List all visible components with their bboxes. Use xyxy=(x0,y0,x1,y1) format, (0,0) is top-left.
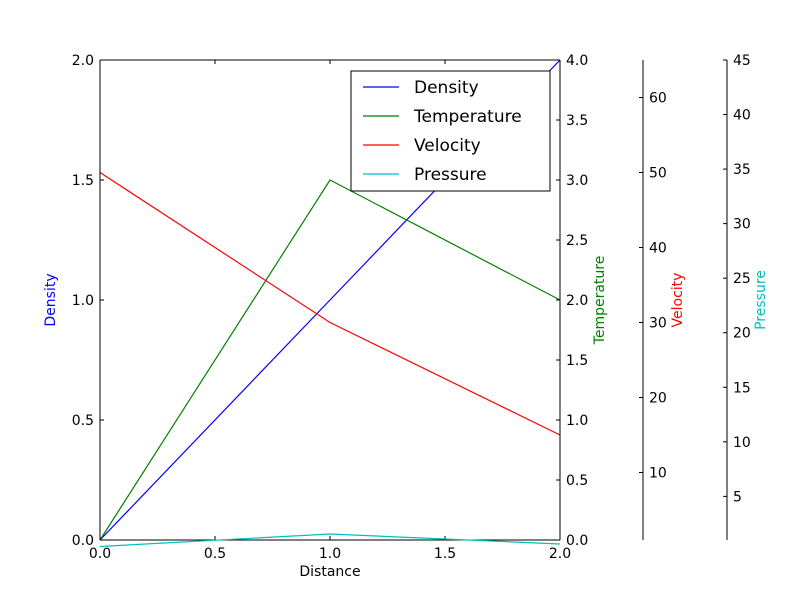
y-axis-label-density: Density xyxy=(43,273,59,326)
series-line-velocity xyxy=(99,171,561,436)
y-tick-label-temperature: 4.0 xyxy=(566,53,588,69)
y-tick-label-temperature: 0.0 xyxy=(566,533,588,549)
x-axis: 0.0 0.5 1.0 1.5 2.0 xyxy=(89,60,571,562)
y-axis-label-temperature: Temperature xyxy=(592,256,608,346)
y-tick-label-temperature: 1.0 xyxy=(566,413,588,429)
y-axis-temperature: 0.0 0.5 1.0 1.5 2.0 2.5 3.0 3.5 4.0 Temperature xyxy=(556,53,608,549)
legend-label-velocity: Velocity xyxy=(414,136,481,156)
y-tick-label-temperature: 3.0 xyxy=(566,173,588,189)
legend: Density Temperature Velocity Pressure xyxy=(350,70,551,192)
legend-box xyxy=(350,70,551,192)
y-tick-label-velocity: 40 xyxy=(649,241,667,257)
y-tick-label-density: 1.0 xyxy=(72,293,94,309)
y-tick-label-velocity: 30 xyxy=(649,316,667,332)
x-tick-label: 0.0 xyxy=(89,546,111,562)
y-tick-label-density: 0.0 xyxy=(72,533,94,549)
y-tick-label-velocity: 50 xyxy=(649,166,667,182)
y-tick-label-temperature: 2.0 xyxy=(566,293,588,309)
x-axis-label: Distance xyxy=(299,564,360,580)
legend-label-temperature: Temperature xyxy=(413,107,522,127)
x-tick-label: 1.5 xyxy=(434,546,456,562)
y-tick-label-temperature: 2.5 xyxy=(566,233,588,249)
y-tick-label-pressure: 35 xyxy=(733,162,751,178)
y-tick-label-pressure: 30 xyxy=(733,217,751,233)
y-tick-label-pressure: 15 xyxy=(733,380,751,396)
series-line-temperature xyxy=(99,179,561,541)
y-tick-label-velocity: 60 xyxy=(649,91,667,107)
legend-label-pressure: Pressure xyxy=(414,165,487,185)
y-tick-label-temperature: 0.5 xyxy=(566,473,588,489)
y-tick-label-pressure: 25 xyxy=(733,271,751,287)
y-tick-label-pressure: 5 xyxy=(733,489,742,505)
y-tick-label-velocity: 10 xyxy=(649,466,667,482)
y-tick-label-density: 0.5 xyxy=(72,413,94,429)
series-line-pressure xyxy=(99,533,561,548)
y-axis-label-pressure: Pressure xyxy=(753,270,769,330)
legend-label-density: Density xyxy=(414,78,479,98)
y-tick-label-temperature: 1.5 xyxy=(566,353,588,369)
y-tick-label-density: 2.0 xyxy=(72,53,94,69)
y-tick-label-pressure: 45 xyxy=(733,53,751,69)
y-tick-label-temperature: 3.5 xyxy=(566,113,588,129)
axes-layer: 0.0 0.5 1.0 1.5 2.0 Density 0.0 0.5 1.0 1.5 2.0 2.5… xyxy=(43,53,769,549)
x-tick-label: 2.0 xyxy=(549,546,571,562)
y-tick-label-pressure: 40 xyxy=(733,108,751,124)
y-tick-label-density: 1.5 xyxy=(72,173,94,189)
y-tick-label-pressure: 10 xyxy=(733,435,751,451)
y-tick-label-velocity: 20 xyxy=(649,391,667,407)
x-tick-label: 0.5 xyxy=(204,546,226,562)
y-axis-label-velocity: Velocity xyxy=(670,273,686,328)
plot-frame: 0.0 0.5 1.0 1.5 2.0 xyxy=(89,59,571,562)
y-axis-velocity: 10 20 30 40 50 60 Velocity xyxy=(639,60,686,540)
y-tick-label-pressure: 20 xyxy=(733,326,751,342)
y-axis-density: 0.0 0.5 1.0 1.5 2.0 Density xyxy=(43,53,104,549)
x-tick-label: 1.0 xyxy=(319,546,341,562)
y-axis-pressure: 5 10 15 20 25 30 35 40 45 Pressure xyxy=(723,53,769,540)
